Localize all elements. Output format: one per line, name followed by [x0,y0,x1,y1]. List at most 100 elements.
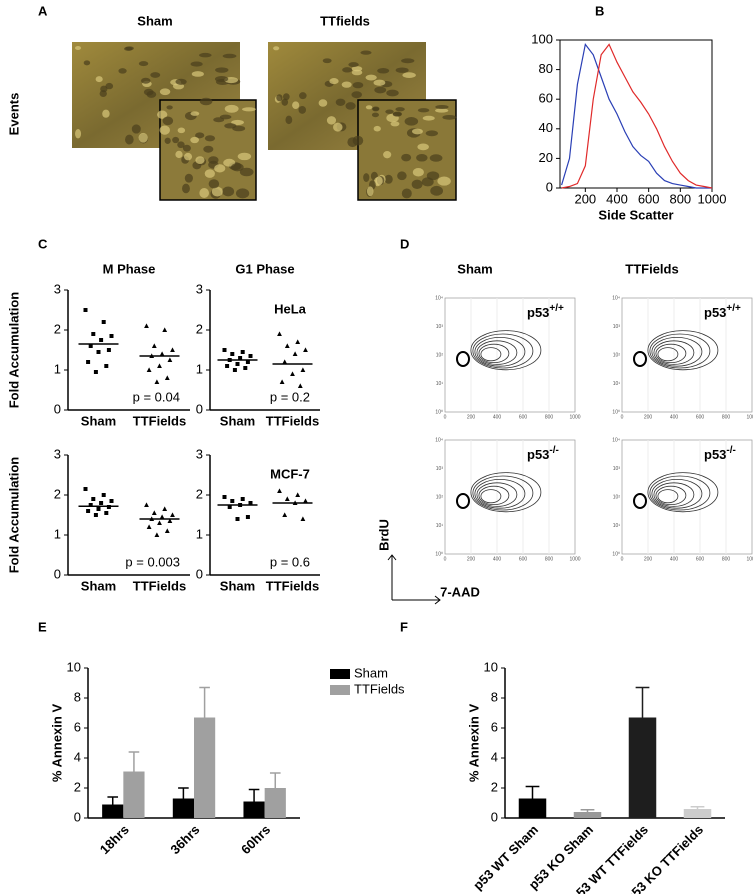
cell [241,107,256,112]
cell [140,77,151,84]
y-tick-label: 10⁰ [435,551,443,557]
cell [239,167,254,177]
x-tick-label: 1000 [746,414,753,420]
point [104,364,109,368]
contour-plot-frame [444,297,576,413]
point [300,367,306,372]
cell [182,144,191,152]
y-axis-label: Events [6,93,21,136]
cell [377,68,390,74]
cell-line-label: HeLa [274,301,307,316]
cell [435,104,449,110]
contour [655,485,687,505]
bar [264,788,286,818]
y-tick-label: 10 [484,659,498,674]
genotype-base: p53 [704,447,726,462]
cell-line-label: MCF-7 [270,466,310,481]
cell [214,75,229,82]
cell [352,135,364,146]
y-tick-label: 10² [436,352,444,358]
point [164,375,170,380]
cell [417,108,430,113]
cell [298,105,307,114]
cell [351,91,362,99]
point [282,512,288,517]
cell [195,132,205,139]
x-tick-label: 200 [644,556,653,562]
bar [172,798,194,818]
cell [401,188,412,199]
y-tick-label: 3 [54,281,61,296]
error-bar [690,806,705,809]
x-tick-label: TTFields [266,578,319,593]
panel-label: B [595,3,604,18]
cell [203,145,214,153]
contour [474,336,526,367]
y-tick-label: 1 [54,526,61,541]
point [159,351,165,356]
cell [374,86,387,94]
point [162,506,168,511]
y-tick-label: 10⁴ [435,437,443,443]
contour [649,333,711,369]
point [109,499,114,503]
genotype-superscript: +/+ [726,303,741,314]
point [106,505,111,509]
cell [235,188,250,199]
point [222,495,227,499]
contour-plot-frame [621,439,753,555]
point [170,347,175,352]
y-axis-label: % Annexin V [49,704,64,783]
cell [341,81,352,88]
point [303,498,308,503]
error-bar [107,796,119,805]
y-tick-label: 10² [613,494,621,500]
bar [683,809,712,818]
contour [470,330,542,371]
point [279,379,285,384]
x-tick-label: 400 [606,191,628,206]
point [96,350,101,354]
x-tick-label: 800 [545,556,554,562]
legend-swatch [330,685,350,695]
x-tick-label: 800 [545,414,554,420]
cell [204,135,216,142]
panel-label: C [38,236,48,251]
point [248,354,253,358]
chart-title: G1 Phase [235,261,294,276]
cell [401,153,412,162]
point [284,496,290,501]
cell [412,167,424,177]
x-tick-label: 400 [493,414,502,420]
cell [164,137,171,144]
cell [125,134,134,145]
genotype-superscript: -/- [549,445,558,456]
cell [333,122,343,132]
x-tick-label: 600 [638,191,660,206]
y-tick-label: 0 [196,401,203,416]
error-bar [128,751,140,772]
y-tick-label: 6 [74,719,81,734]
panel-label: F [400,619,408,634]
cell [159,125,170,135]
point [164,528,170,533]
p-value: p = 0.003 [125,554,180,569]
p-value: p = 0.6 [270,554,310,569]
point [154,532,160,537]
axis-arrows [387,554,441,605]
cell [118,68,127,74]
cell [83,60,91,66]
point [225,364,230,368]
point [240,497,245,501]
x-tick-label: 200 [467,556,476,562]
x-tick-label: 400 [670,556,679,562]
y-axis-label: Fold Accumulation [6,457,21,574]
cell [159,88,171,96]
point [144,502,149,507]
point [86,360,91,364]
point [146,524,152,529]
cell [208,156,219,164]
cell [360,50,372,55]
cell [322,58,332,64]
